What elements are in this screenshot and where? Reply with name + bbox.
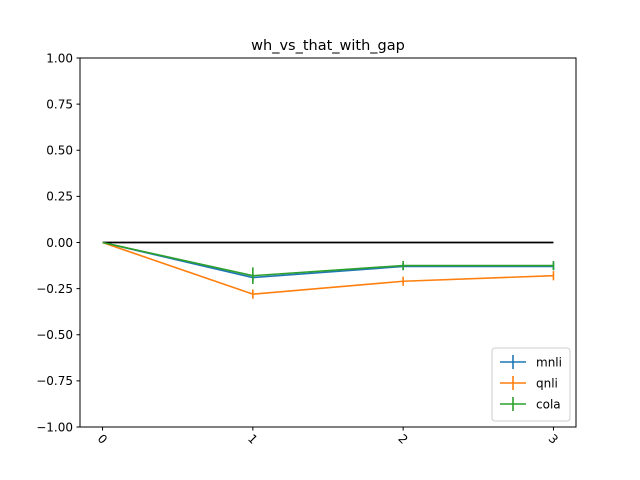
series-line-qnli <box>102 241 554 295</box>
x-tick-label: 0 <box>95 432 110 447</box>
x-tick-label: 1 <box>245 432 260 447</box>
y-tick-label: −0.25 <box>36 282 73 296</box>
legend-label-mnli: mnli <box>536 355 562 369</box>
y-tick-label: 0.25 <box>46 190 73 204</box>
y-tick-label: −0.75 <box>36 374 73 388</box>
chart-title: wh_vs_that_with_gap <box>251 38 405 54</box>
legend-label-qnli: qnli <box>536 376 558 390</box>
y-axis: 1.00 0.75 0.50 0.25 0.00 −0.25 −0.50 −0.75 −1.00 <box>36 51 80 434</box>
legend-box <box>491 347 571 422</box>
x-axis: 0 1 2 3 <box>95 427 561 447</box>
legend: mnli qnli cola <box>491 347 571 422</box>
y-tick-label: 0.00 <box>46 236 73 250</box>
y-tick-label: −1.00 <box>36 420 73 434</box>
data-marks <box>102 241 555 299</box>
series-line-mnli <box>102 241 554 279</box>
series-line-cola <box>102 241 554 277</box>
legend-label-cola: cola <box>536 397 561 411</box>
y-tick-label: 0.75 <box>46 97 73 111</box>
x-tick-label: 3 <box>546 432 561 447</box>
x-tick-label: 2 <box>395 432 410 447</box>
y-tick-label: −0.50 <box>36 328 73 342</box>
y-tick-label: 1.00 <box>46 51 73 65</box>
y-tick-label: 0.50 <box>46 144 73 158</box>
